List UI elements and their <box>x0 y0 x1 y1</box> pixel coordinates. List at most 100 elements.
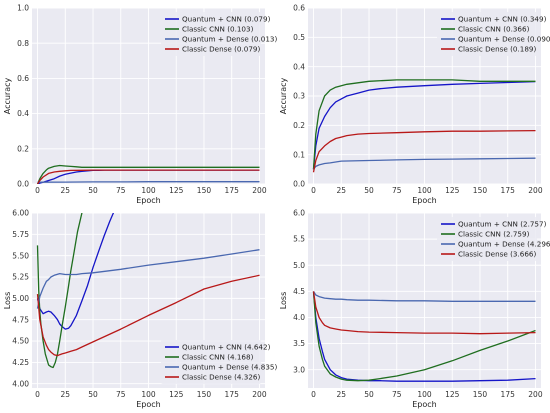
x-axis-label: Epoch <box>412 400 437 409</box>
legend-box <box>161 12 261 56</box>
x-tick-label: 75 <box>392 186 402 195</box>
series-line-3 <box>312 157 536 170</box>
x-tick-label: 150 <box>197 186 212 195</box>
legend-label: Quantum + CNN (0.079) <box>182 15 271 24</box>
y-tick-label: 0.4 <box>293 62 305 71</box>
y-tick-label: 0.6 <box>293 4 305 13</box>
series-line-2 <box>36 164 260 184</box>
series-line-1 <box>312 291 536 382</box>
x-tick-label: 100 <box>417 390 432 399</box>
y-tick-label: 4.00 <box>12 379 29 388</box>
series-group <box>36 164 260 184</box>
x-tick-label: 75 <box>116 186 126 195</box>
x-tick-label: 25 <box>61 390 71 399</box>
y-tick-label: 5.0 <box>293 261 305 270</box>
legend-box <box>437 12 537 56</box>
series-group <box>312 79 536 173</box>
series-line-1 <box>36 213 115 330</box>
y-tick-label: 5.25 <box>12 273 29 282</box>
x-tick-label: 100 <box>141 390 156 399</box>
y-tick-label: 1.0 <box>17 4 29 13</box>
legend-label: Quantum + CNN (0.349) <box>458 15 547 24</box>
y-tick-label: 0.2 <box>293 121 305 130</box>
legend-label: Classic CNN (4.168) <box>182 353 254 362</box>
series-line-4 <box>36 169 260 184</box>
x-tick-label: 0 <box>311 186 316 195</box>
x-tick-label: 0 <box>311 390 316 399</box>
x-axis-label: Epoch <box>412 196 437 205</box>
x-tick-label: 50 <box>88 390 98 399</box>
series-line-3 <box>37 181 260 183</box>
legend-label: Quantum + CNN (4.642) <box>182 343 271 352</box>
x-tick-label: 25 <box>337 186 347 195</box>
x-tick-label: 200 <box>252 186 267 195</box>
legend: Quantum + CNN (0.349)Classic CNN (0.366)… <box>437 12 550 56</box>
y-tick-label: 0.8 <box>17 39 29 48</box>
x-tick-label: 50 <box>364 390 374 399</box>
x-tick-label: 150 <box>473 186 488 195</box>
x-tick-label: 150 <box>473 390 488 399</box>
y-tick-label: 5.50 <box>12 251 29 260</box>
legend-label: Quantum + Dense (4.835) <box>182 363 277 372</box>
y-axis-label: Loss <box>3 292 12 310</box>
x-tick-label: 175 <box>225 390 240 399</box>
legend-label: Quantum + Dense (0.013) <box>182 35 277 44</box>
legend-label: Quantum + CNN (2.757) <box>458 220 547 229</box>
y-tick-label: 5.5 <box>293 235 305 244</box>
legend-box <box>437 217 537 261</box>
y-tick-label: 0.2 <box>17 144 29 153</box>
x-tick-label: 175 <box>501 186 516 195</box>
y-tick-label: 5.75 <box>12 230 29 239</box>
x-tick-label: 25 <box>61 186 71 195</box>
x-tick-label: 75 <box>116 390 126 399</box>
x-tick-label: 200 <box>528 390 543 399</box>
legend-label: Quantum + Dense (4.296) <box>458 240 550 249</box>
x-tick-label: 75 <box>392 390 402 399</box>
legend-label: Classic Dense (0.189) <box>458 45 536 54</box>
x-tick-label: 25 <box>337 390 347 399</box>
panel-3: 0 25 50 75 100 125 150 175 200 4.00 4.25 4.50 4.75 5.… <box>3 209 277 409</box>
legend: Quantum + CNN (0.079)Classic CNN (0.103)… <box>161 12 277 56</box>
y-tick-label: 0.1 <box>293 150 305 159</box>
x-tick-label: 50 <box>88 186 98 195</box>
legend-box <box>161 340 261 384</box>
x-tick-label: 150 <box>197 390 212 399</box>
y-tick-label: 4.50 <box>12 337 29 346</box>
y-tick-label: 5.00 <box>12 294 29 303</box>
y-tick-label: 0.0 <box>293 180 305 189</box>
legend-label: Classic Dense (4.326) <box>182 373 260 382</box>
x-tick-label: 0 <box>35 186 40 195</box>
legend: Quantum + CNN (4.642)Classic CNN (4.168)… <box>161 340 277 384</box>
y-tick-label: 3.0 <box>293 365 305 374</box>
x-tick-label: 0 <box>35 390 40 399</box>
y-tick-label: 4.0 <box>293 313 305 322</box>
x-tick-label: 100 <box>417 186 432 195</box>
y-axis-label: Accuracy <box>279 77 288 114</box>
x-axis-label: Epoch <box>136 400 161 409</box>
series-line-4 <box>36 274 260 357</box>
series-group <box>36 213 260 369</box>
series-line-3 <box>36 249 260 309</box>
y-tick-label: 4.25 <box>12 358 29 367</box>
legend-label: Quantum + Dense (0.090) <box>458 35 550 44</box>
x-tick-label: 175 <box>501 390 516 399</box>
y-tick-label: 3.5 <box>293 339 305 348</box>
x-tick-label: 125 <box>445 390 460 399</box>
series-line-2 <box>312 291 536 382</box>
y-tick-label: 0.6 <box>17 74 29 83</box>
y-tick-label: 4.5 <box>293 287 305 296</box>
x-tick-label: 175 <box>225 186 240 195</box>
legend-label: Classic Dense (3.666) <box>458 250 536 259</box>
x-tick-label: 200 <box>528 186 543 195</box>
y-tick-label: 0.3 <box>293 92 305 101</box>
y-tick-label: 6.00 <box>12 209 29 218</box>
y-tick-label: 4.75 <box>12 315 29 324</box>
legend-label: Classic Dense (0.079) <box>182 45 260 54</box>
legend: Quantum + CNN (2.757)Classic CNN (2.759)… <box>437 217 550 261</box>
panel-1: 0 25 50 75 100 125 150 175 200 0.0 0.2 0.4 0.6 0.8 1.0… <box>3 4 277 205</box>
x-tick-label: 125 <box>169 390 184 399</box>
panel-4: 0 25 50 75 100 125 150 175 200 3.0 3.5 4.0 4.5 5.0 5.5… <box>279 209 550 409</box>
legend-label: Classic CNN (0.103) <box>182 25 254 34</box>
legend-label: Classic CNN (2.759) <box>458 230 530 239</box>
